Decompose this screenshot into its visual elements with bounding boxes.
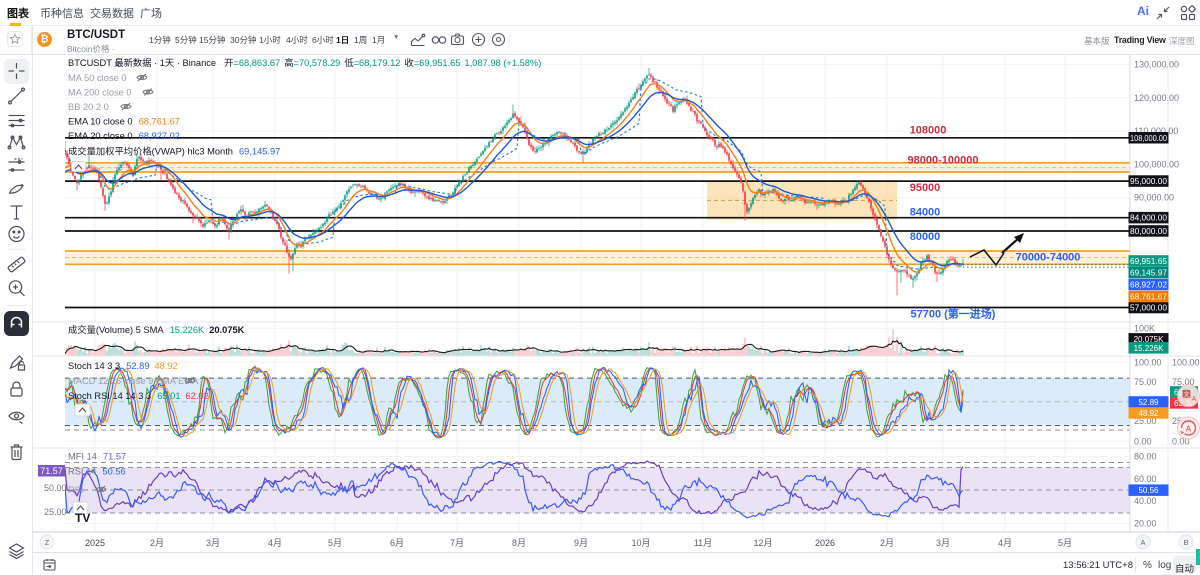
svg-text:BB 20 2 0: BB 20 2 0 xyxy=(68,102,109,112)
svg-text:68,927.02: 68,927.02 xyxy=(1130,281,1168,290)
svg-text:60.00: 60.00 xyxy=(1134,474,1157,484)
svg-text:110,000.00: 110,000.00 xyxy=(1134,126,1178,136)
svg-text:95,000.00: 95,000.00 xyxy=(1130,177,1168,186)
svg-text:75.00: 75.00 xyxy=(1134,377,1157,387)
svg-text:100.00: 100.00 xyxy=(1134,357,1162,367)
svg-text:80.00: 80.00 xyxy=(1134,452,1157,462)
svg-text:8月: 8月 xyxy=(512,538,526,548)
svg-text:3月: 3月 xyxy=(936,538,950,548)
svg-text:75.00: 75.00 xyxy=(1172,377,1195,387)
svg-text:A: A xyxy=(1186,425,1192,434)
svg-text:68,761.67: 68,761.67 xyxy=(1130,293,1168,302)
svg-text:Z: Z xyxy=(45,538,50,547)
svg-text:70000-74000: 70000-74000 xyxy=(1016,251,1081,263)
svg-text:57,000.00: 57,000.00 xyxy=(1130,304,1168,313)
svg-text:EMA 20 close 068,927.02: EMA 20 close 0 68,927.02 xyxy=(68,131,180,141)
svg-text:130,000.00: 130,000.00 xyxy=(1134,60,1179,70)
svg-text:12月: 12月 xyxy=(753,538,772,548)
svg-text:0.00: 0.00 xyxy=(1172,437,1190,447)
svg-text:0.00: 0.00 xyxy=(1134,436,1152,446)
svg-text:3月: 3月 xyxy=(206,538,220,548)
svg-text:80000: 80000 xyxy=(910,231,941,243)
svg-text:MACD 12 26 close 9 EMA EMA: MACD 12 26 close 9 EMA EMA xyxy=(68,376,199,386)
svg-text:98000-100000: 98000-100000 xyxy=(908,154,979,166)
svg-text:RSI: RSI xyxy=(68,485,84,495)
svg-text:25.00: 25.00 xyxy=(1134,416,1157,426)
svg-text:5月: 5月 xyxy=(328,538,342,548)
svg-text:EMA 10 close 068,761.67: EMA 10 close 0 68,761.67 xyxy=(68,117,180,127)
svg-text:50.00: 50.00 xyxy=(44,483,67,493)
svg-text:9月: 9月 xyxy=(574,538,588,548)
svg-text:48.92: 48.92 xyxy=(1138,409,1159,418)
svg-text:B: B xyxy=(1183,538,1188,547)
svg-text:2026: 2026 xyxy=(815,538,835,548)
svg-text:71.57: 71.57 xyxy=(40,466,63,476)
svg-text:20.00: 20.00 xyxy=(1134,519,1157,529)
svg-text:84000: 84000 xyxy=(910,206,941,218)
svg-text:57700 (第一进场): 57700 (第一进场) xyxy=(911,306,996,320)
svg-text:4月: 4月 xyxy=(268,538,282,548)
svg-text:52.89: 52.89 xyxy=(1138,398,1159,407)
svg-text:69,145.97: 69,145.97 xyxy=(1130,269,1168,278)
svg-text:40.00: 40.00 xyxy=(1134,496,1157,506)
svg-text:50.56: 50.56 xyxy=(1138,486,1159,495)
svg-text:文: 文 xyxy=(1183,391,1189,399)
svg-text:7月: 7月 xyxy=(450,538,464,548)
svg-text:100,000.00: 100,000.00 xyxy=(1134,159,1179,169)
svg-text:25.00: 25.00 xyxy=(44,507,67,517)
svg-text:2025: 2025 xyxy=(85,538,105,548)
svg-text:A: A xyxy=(1140,538,1145,547)
svg-text:10月: 10月 xyxy=(631,538,650,548)
svg-text:TV: TV xyxy=(75,511,90,525)
svg-text:80,000.00: 80,000.00 xyxy=(1130,227,1168,236)
svg-text:4月: 4月 xyxy=(998,538,1012,548)
svg-text:11月: 11月 xyxy=(694,538,712,548)
svg-text:2月: 2月 xyxy=(880,538,894,548)
svg-text:90,000.00: 90,000.00 xyxy=(1134,193,1174,203)
svg-text:MA 200 close 0: MA 200 close 0 xyxy=(68,88,132,98)
svg-text:69,951.65: 69,951.65 xyxy=(1130,257,1168,266)
svg-text:5月: 5月 xyxy=(1058,538,1072,548)
svg-text:108000: 108000 xyxy=(910,125,947,137)
svg-text:MA 50 close 0: MA 50 close 0 xyxy=(68,73,126,83)
svg-text:15.226K: 15.226K xyxy=(1134,344,1164,353)
svg-text:95000: 95000 xyxy=(910,182,941,194)
svg-text:108,000.00: 108,000.00 xyxy=(1130,134,1168,143)
svg-text:100.00: 100.00 xyxy=(1172,357,1200,367)
svg-text:84,000.00: 84,000.00 xyxy=(1130,214,1168,223)
svg-text:6月: 6月 xyxy=(390,538,404,548)
svg-text:100K: 100K xyxy=(1134,323,1155,333)
svg-text:A: A xyxy=(1192,396,1197,403)
svg-text:2月: 2月 xyxy=(150,538,164,548)
svg-text:120,000.00: 120,000.00 xyxy=(1134,93,1179,103)
svg-text:20.075K: 20.075K xyxy=(1134,335,1164,344)
